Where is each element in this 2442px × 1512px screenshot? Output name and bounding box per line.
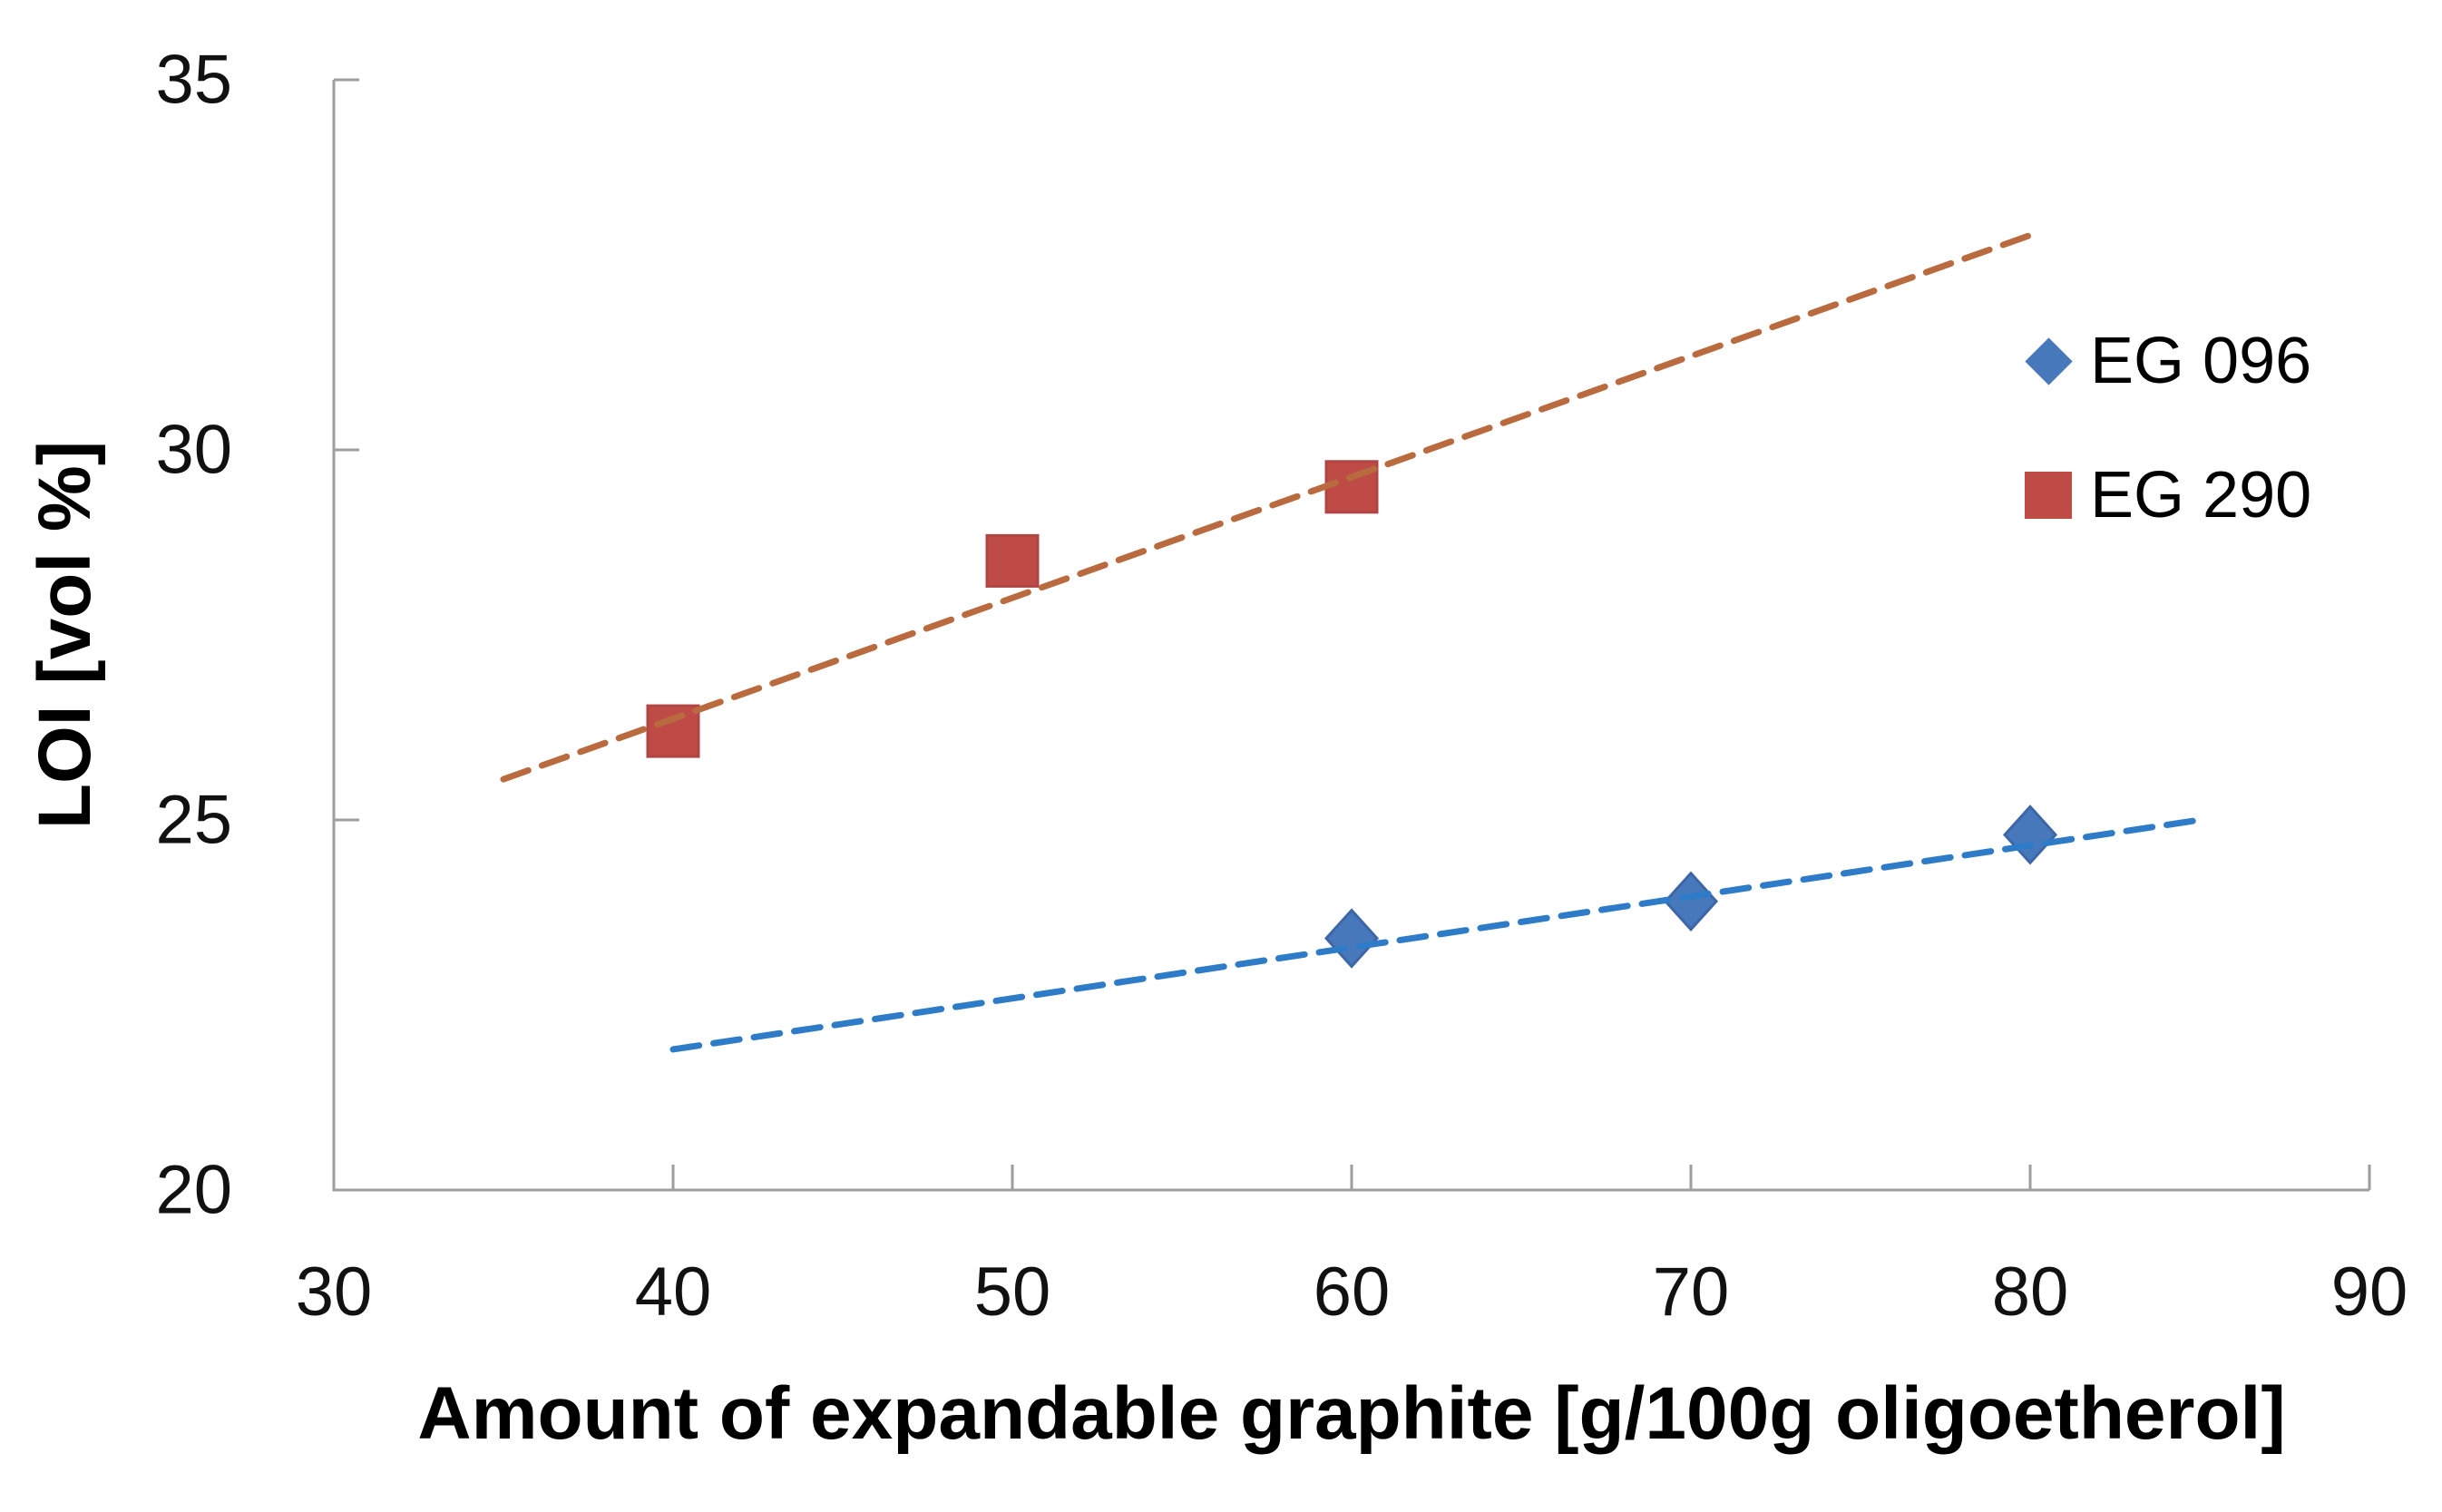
data-point-square <box>985 533 1040 588</box>
data-point-diamond <box>1324 908 1380 969</box>
legend-item-eg290: EG 290 <box>2019 448 2311 542</box>
data-point-square <box>646 704 700 758</box>
legend: EG 096 EG 290 <box>2019 314 2311 542</box>
axis-lines <box>332 80 2369 1192</box>
y-tick-label: 20 <box>155 1152 232 1229</box>
x-tick-label: 30 <box>296 1253 373 1331</box>
square-icon <box>2019 466 2077 524</box>
diamond-marker-shape <box>2024 337 2073 385</box>
legend-label: EG 096 <box>2090 325 2312 397</box>
y-axis-title: LOI [vol %] <box>24 440 106 830</box>
x-tick-label: 60 <box>1314 1253 1391 1331</box>
data-point-diamond <box>1663 871 1719 932</box>
y-tick-label: 25 <box>155 782 232 859</box>
y-tick-label: 30 <box>155 412 232 489</box>
diamond-icon <box>2019 332 2077 390</box>
trendline <box>500 231 2034 783</box>
x-tick-label: 40 <box>635 1253 712 1331</box>
square-marker-shape <box>2025 472 2072 519</box>
x-tick-label: 90 <box>2331 1253 2408 1331</box>
legend-label: EG 290 <box>2090 459 2312 532</box>
x-tick-label: 80 <box>1992 1253 2069 1331</box>
trendline <box>669 816 2203 1053</box>
legend-item-eg096: EG 096 <box>2019 314 2311 408</box>
data-point-diamond <box>2002 805 2058 865</box>
y-tick-label: 35 <box>155 42 232 119</box>
x-axis-title: Amount of expandable graphite [g/100g ol… <box>417 1372 2286 1455</box>
x-tick-label: 70 <box>1653 1253 1730 1331</box>
x-tick-label: 50 <box>974 1253 1051 1331</box>
